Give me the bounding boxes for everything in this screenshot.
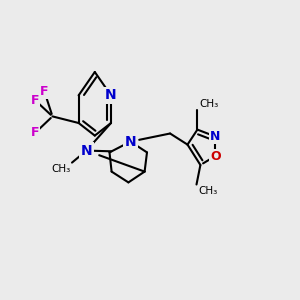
Text: N: N xyxy=(210,130,220,143)
Text: O: O xyxy=(210,149,221,163)
Text: N: N xyxy=(81,144,92,158)
Text: CH₃: CH₃ xyxy=(51,164,70,174)
Text: F: F xyxy=(40,85,49,98)
Text: N: N xyxy=(105,88,117,102)
Text: N: N xyxy=(125,135,136,148)
Text: F: F xyxy=(31,94,40,107)
Text: CH₃: CH₃ xyxy=(199,99,218,109)
Text: CH₃: CH₃ xyxy=(198,186,217,196)
Text: F: F xyxy=(31,126,40,139)
